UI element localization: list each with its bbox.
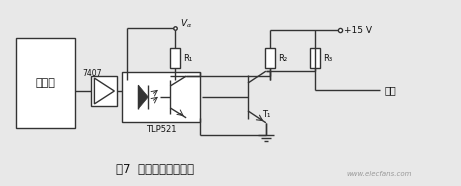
Bar: [265, 48, 275, 68]
Text: T₁: T₁: [262, 110, 270, 119]
Text: 图7  光电耦合输出电路: 图7 光电耦合输出电路: [116, 163, 194, 176]
Text: R₃: R₃: [323, 54, 332, 63]
Bar: [91, 76, 118, 106]
Text: R₁: R₁: [183, 54, 192, 63]
Text: www.elecfans.com: www.elecfans.com: [347, 171, 412, 177]
Bar: [310, 48, 320, 68]
Text: 单片机: 单片机: [35, 78, 55, 88]
Bar: [16, 39, 76, 128]
Polygon shape: [138, 85, 148, 109]
Polygon shape: [95, 78, 114, 104]
Text: 负载: 负载: [384, 85, 396, 95]
Text: TLP521: TLP521: [146, 125, 177, 134]
Text: +15 V: +15 V: [343, 26, 372, 35]
Text: $V_α$: $V_α$: [180, 17, 192, 30]
Text: 7407: 7407: [83, 69, 102, 78]
Bar: [170, 48, 180, 68]
Bar: [122, 72, 200, 122]
Text: R₂: R₂: [278, 54, 287, 63]
